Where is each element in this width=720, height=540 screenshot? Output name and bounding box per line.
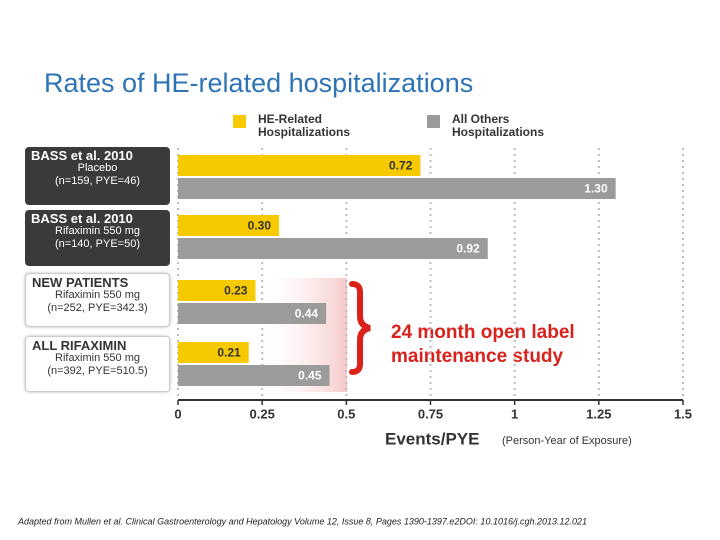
bar <box>178 155 421 176</box>
category-detail: (n=159, PYE=46) <box>54 175 140 187</box>
value-label: 0.45 <box>298 369 322 383</box>
bar <box>178 178 616 199</box>
category-box: NEW PATIENTS Rifaximin 550 mg (n=252, PYE=… <box>25 273 170 327</box>
value-label: 0.23 <box>224 284 248 298</box>
value-label: 0.72 <box>389 159 413 173</box>
category-label: BASS et al. 2010 <box>31 148 133 163</box>
value-label: 0.92 <box>456 242 480 256</box>
category-label: BASS et al. 2010 <box>31 211 133 226</box>
x-axis-title: Events/PYE <box>385 429 480 448</box>
value-label: 0.30 <box>248 219 272 233</box>
category-detail: (n=140, PYE=50) <box>54 238 140 250</box>
value-label: 1.30 <box>584 182 608 196</box>
bar <box>178 280 256 301</box>
category-detail: Rifaximin 550 mg <box>55 225 140 237</box>
category-box: BASS et al. 2010 Rifaximin 550 mg (n=140, … <box>25 210 170 266</box>
x-tick-label: 1.25 <box>586 406 611 421</box>
category-box: BASS et al. 2010 Placebo (n=159, PYE=46) <box>25 147 170 205</box>
category-detail: Rifaximin 550 mg <box>55 352 140 364</box>
value-label: 0.44 <box>295 307 319 321</box>
footnote: Adapted from Mullen et al. Clinical Gast… <box>17 516 587 526</box>
bar <box>178 238 488 259</box>
category-label: ALL RIFAXIMIN <box>32 338 127 353</box>
annotation: maintenance study <box>391 346 564 367</box>
category-detail: Rifaximin 550 mg <box>55 289 140 301</box>
bar <box>178 342 249 363</box>
bracket <box>349 281 371 375</box>
annotation: 24 month open label <box>391 322 575 343</box>
slide-title: Rates of HE-related hospitalizations <box>44 68 473 98</box>
category-box: ALL RIFAXIMIN Rifaximin 550 mg (n=392, PYE… <box>25 336 170 392</box>
x-tick-label: 0 <box>174 406 181 421</box>
legend-label: All Others Hospitalizations <box>452 112 545 139</box>
x-axis-note: (Person-Year of Exposure) <box>502 435 632 447</box>
legend-swatch <box>427 115 440 128</box>
x-tick-label: 0.5 <box>337 406 355 421</box>
x-tick-label: 0.75 <box>418 406 443 421</box>
category-detail: (n=392, PYE=510.5) <box>47 365 148 377</box>
legend-label: HE-Related Hospitalizations <box>258 112 351 139</box>
legend-swatch <box>233 115 246 128</box>
category-label: NEW PATIENTS <box>32 275 129 290</box>
x-tick-label: 1 <box>511 406 518 421</box>
value-label: 0.21 <box>217 346 241 360</box>
bar <box>178 365 330 386</box>
category-detail: (n=252, PYE=342.3) <box>47 302 148 314</box>
x-tick-label: 1.5 <box>674 406 692 421</box>
category-detail: Placebo <box>77 162 118 174</box>
bar <box>178 303 327 324</box>
x-tick-label: 0.25 <box>250 406 275 421</box>
bar <box>178 215 279 236</box>
